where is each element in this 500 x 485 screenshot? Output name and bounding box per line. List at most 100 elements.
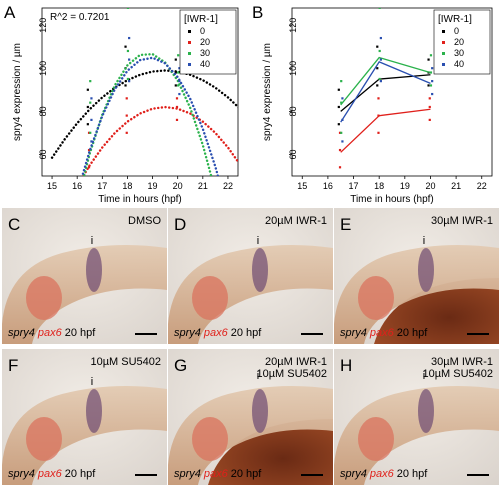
y-axis-label: spry4 expression / µm xyxy=(12,43,23,141)
x-tick-label: 18 xyxy=(122,181,132,191)
plot-frame xyxy=(41,7,239,177)
stain-spry4: spry4 xyxy=(174,327,201,339)
legend-swatch xyxy=(188,41,191,44)
data-point xyxy=(87,166,91,169)
data-point xyxy=(86,123,89,126)
panel-caption: 10µM SU5402 xyxy=(90,356,161,368)
data-point xyxy=(376,84,379,87)
series-line xyxy=(50,69,238,159)
data-point xyxy=(428,118,431,121)
x-tick-label: 15 xyxy=(297,181,307,191)
data-point xyxy=(126,49,130,53)
data-point xyxy=(340,80,343,83)
legend-label: 30 xyxy=(454,48,464,58)
stain-spry4: spry4 xyxy=(340,327,367,339)
data-point xyxy=(178,80,181,83)
marker: i xyxy=(91,235,93,247)
panel-label: E xyxy=(340,215,351,234)
data-point xyxy=(178,67,181,70)
x-tick-label: 18 xyxy=(374,181,384,191)
spry4-band xyxy=(252,389,268,433)
panel-caption: 30µM IWR-1 xyxy=(431,356,493,368)
stain-label: spry4 pax6 20 hpf xyxy=(8,327,96,339)
data-point xyxy=(128,58,131,61)
photo-panel: C DMSO i spry4 pax6 20 hpf xyxy=(2,208,167,344)
legend-label: 40 xyxy=(454,59,464,69)
legend-title: [IWR-1] xyxy=(184,14,218,25)
data-point xyxy=(126,77,130,81)
stain-label: spry4 pax6 20 hpf xyxy=(340,468,428,480)
marker: i xyxy=(423,370,425,382)
stage: 20 hpf xyxy=(231,327,263,339)
data-point xyxy=(178,92,181,96)
stain-label: spry4 pax6 20 hpf xyxy=(340,327,428,339)
data-point xyxy=(89,101,92,104)
panel-label: C xyxy=(8,215,20,234)
stain-pax6: pax6 xyxy=(37,327,63,339)
data-point xyxy=(340,131,343,134)
spry4-band xyxy=(418,389,434,433)
data-point xyxy=(429,54,433,57)
data-point xyxy=(86,105,89,109)
data-point xyxy=(177,54,180,57)
data-point xyxy=(128,80,131,83)
data-point xyxy=(90,97,93,100)
data-point xyxy=(431,80,434,83)
annotation: R^2 = 0.7201 xyxy=(50,12,110,23)
stain-label: spry4 pax6 20 hpf xyxy=(8,468,96,480)
data-point xyxy=(337,123,340,126)
panel-caption: 20µM IWR-1 xyxy=(265,356,327,368)
legend-swatch xyxy=(442,41,445,44)
legend-label: 20 xyxy=(454,37,464,47)
x-tick-label: 22 xyxy=(477,181,487,191)
legend-swatch xyxy=(442,30,445,33)
data-point xyxy=(125,97,128,100)
y-tick-label: 100 xyxy=(38,61,48,76)
data-point xyxy=(429,84,433,87)
data-point xyxy=(177,71,180,74)
legend-label: 0 xyxy=(454,26,459,36)
data-point xyxy=(341,140,344,143)
stain-label: spry4 pax6 20 hpf xyxy=(174,327,262,339)
legend-swatch xyxy=(442,52,445,55)
data-point xyxy=(338,148,342,152)
data-point xyxy=(337,88,340,91)
data-point xyxy=(377,97,380,100)
y-axis-label: spry4 expression / µm xyxy=(262,43,273,141)
x-tick-label: 20 xyxy=(425,181,435,191)
stain-pax6: pax6 xyxy=(369,327,395,339)
marker: i xyxy=(257,235,259,247)
data-point xyxy=(175,118,179,121)
series-line xyxy=(340,108,431,153)
data-point xyxy=(87,148,91,152)
spry4-band xyxy=(252,248,268,292)
stain-spry4: spry4 xyxy=(174,468,201,480)
pax6-eye xyxy=(26,417,62,461)
data-point xyxy=(89,131,92,134)
x-tick-label: 21 xyxy=(451,181,461,191)
legend-label: 20 xyxy=(200,37,210,47)
panel-label: G xyxy=(174,356,187,375)
stain-pax6: pax6 xyxy=(37,468,63,480)
data-point xyxy=(124,84,127,87)
data-point xyxy=(379,58,382,61)
data-point xyxy=(126,8,130,9)
data-point xyxy=(87,131,91,134)
spry4-band xyxy=(86,389,102,433)
data-point xyxy=(427,84,430,87)
stage: 20 hpf xyxy=(397,468,429,480)
x-axis-label: Time in hours (hpf) xyxy=(350,194,434,205)
series-line xyxy=(340,61,431,123)
data-point xyxy=(128,36,131,40)
data-point xyxy=(338,166,342,169)
data-point xyxy=(124,45,127,48)
y-tick-label: 60 xyxy=(288,149,298,159)
pax6-eye xyxy=(358,417,394,461)
panel-label: D xyxy=(174,215,186,234)
legend-swatch xyxy=(188,52,191,55)
stage: 20 hpf xyxy=(65,468,97,480)
legend-title: [IWR-1] xyxy=(438,14,472,25)
data-point xyxy=(175,105,179,109)
